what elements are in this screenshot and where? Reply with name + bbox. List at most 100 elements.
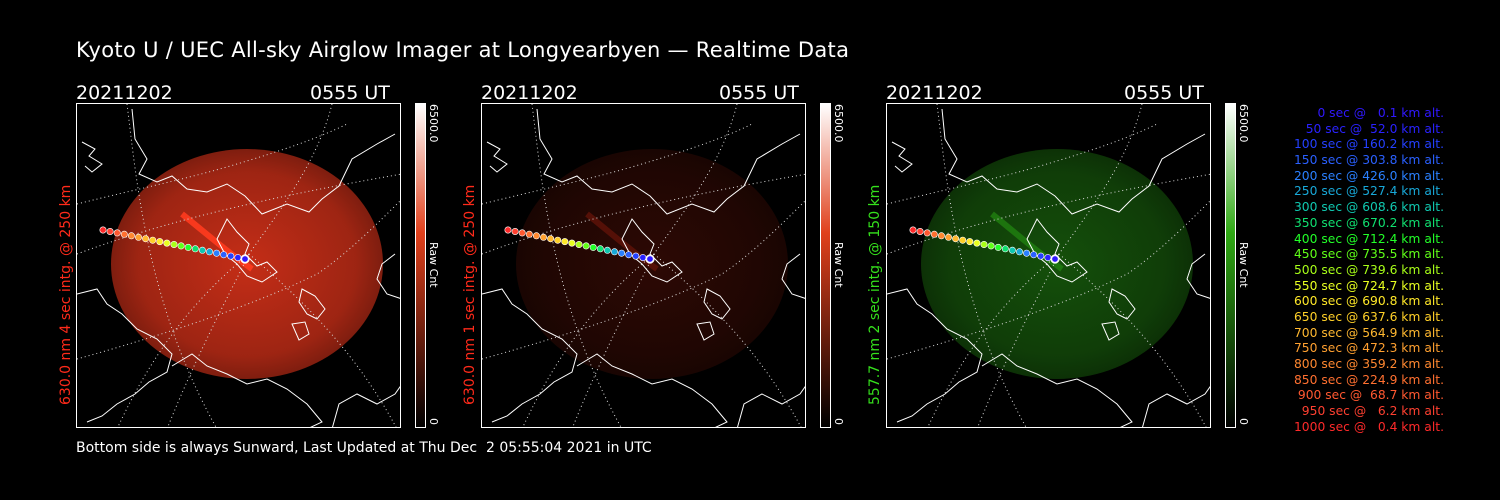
- coastline: [131, 108, 396, 215]
- panel-2-colorbar-unit: Raw Cnt: [832, 242, 845, 288]
- coastline: [482, 288, 578, 423]
- legend-entry: 300 sec @ 608.6 km alt.: [1293, 200, 1444, 215]
- legend-entry: 0 sec @ 0.1 km alt.: [1317, 106, 1444, 120]
- trajectory-point: [518, 229, 526, 237]
- coastline: [1108, 288, 1136, 320]
- legend-entry: 250 sec @ 527.4 km alt.: [1293, 184, 1444, 199]
- legend-entry: 150 sec @ 303.8 km alt.: [1293, 153, 1444, 168]
- grid-line: [572, 253, 655, 427]
- station-marker: [240, 254, 250, 264]
- trajectory-point: [589, 243, 597, 251]
- station-marker: [1050, 254, 1060, 264]
- coastline: [981, 353, 1133, 427]
- legend-entry: 900 sec @ 68.7 km alt.: [1297, 388, 1444, 403]
- legend-entry: 950 sec @ 6.2 km alt.: [1301, 404, 1444, 419]
- trajectory-point: [1016, 248, 1024, 256]
- trajectory-point: [603, 246, 611, 254]
- panel-1-colorbar: [415, 103, 426, 428]
- trajectory-point: [596, 245, 604, 253]
- trajectory-point: [227, 252, 235, 260]
- grid-line: [927, 253, 1060, 427]
- grid-line: [77, 200, 400, 360]
- legend-entry: 850 sec @ 224.9 km alt.: [1293, 372, 1444, 387]
- trajectory-point: [554, 236, 562, 244]
- trajectory-point: [213, 249, 221, 257]
- panel-2-image: [481, 103, 806, 428]
- panel-2-colorbar-max: 6500.0: [832, 104, 845, 143]
- trajectory-point: [234, 254, 242, 262]
- grid-line: [887, 173, 1210, 255]
- trajectory-point: [1030, 251, 1038, 259]
- trajectory-point: [930, 230, 938, 238]
- legend-entry: 350 sec @ 670.2 km alt.: [1293, 215, 1444, 230]
- trajectory-point: [909, 226, 917, 234]
- trajectory-point: [99, 226, 107, 234]
- coastline: [486, 141, 508, 173]
- panel-3-colorbar: [1225, 103, 1236, 428]
- coastline: [298, 288, 326, 320]
- coastline: [81, 141, 103, 173]
- coastline: [376, 253, 400, 299]
- legend-entry: 550 sec @ 724.7 km alt.: [1293, 278, 1444, 293]
- trajectory-point: [539, 233, 547, 241]
- grid-line: [77, 173, 400, 255]
- trajectory-point: [184, 243, 192, 251]
- panel-2-colorbar: [820, 103, 831, 428]
- trajectory-point: [220, 251, 228, 259]
- trajectory-point: [1023, 249, 1031, 257]
- coastline: [696, 321, 715, 341]
- trajectory-point: [561, 238, 569, 246]
- trajectory-point: [632, 252, 640, 260]
- coastline: [77, 288, 173, 423]
- coastline: [703, 288, 731, 320]
- grid-line: [482, 200, 805, 360]
- trajectory-point: [1008, 246, 1016, 254]
- legend-entry: 650 sec @ 637.6 km alt.: [1293, 309, 1444, 324]
- trajectory-point: [987, 242, 995, 250]
- trajectory-point: [944, 233, 952, 241]
- trajectory-legend: 0 sec @ 0.1 km alt. 50 sec @ 52.0 km alt.…: [1262, 106, 1444, 435]
- trajectory-point: [625, 251, 633, 259]
- trajectory-point: [1044, 254, 1052, 262]
- grid-line: [887, 123, 1158, 205]
- grid-line: [653, 253, 802, 427]
- legend-entry: 750 sec @ 472.3 km alt.: [1293, 341, 1444, 356]
- panel-3-colorbar-max: 6500.0: [1237, 104, 1250, 143]
- legend-entry: 800 sec @ 359.2 km alt.: [1293, 357, 1444, 371]
- coastline: [891, 141, 913, 173]
- trajectory-point: [568, 239, 576, 247]
- coastline: [1142, 385, 1210, 427]
- trajectory-point: [618, 249, 626, 257]
- grid-line: [126, 104, 217, 427]
- aurora-streak: [990, 211, 1064, 272]
- coastline: [941, 108, 1206, 215]
- trajectory-point: [916, 228, 924, 236]
- panel-2-time: 0555 UT: [719, 82, 799, 104]
- panel-3-time: 0555 UT: [1124, 82, 1204, 104]
- trajectory-point: [142, 235, 150, 243]
- trajectory-point: [511, 228, 519, 236]
- panel-3-colorbar-min: 0: [1237, 418, 1250, 425]
- trajectory-point: [156, 238, 164, 246]
- legend-entry: 50 sec @ 52.0 km alt.: [1305, 121, 1444, 136]
- grid-line: [1058, 253, 1207, 427]
- panel-2-side-label: 630.0 nm 1 sec intg. @ 250 km: [462, 184, 478, 405]
- trajectory-point: [504, 226, 512, 234]
- trajectory-point: [149, 236, 157, 244]
- trajectory-point: [923, 229, 931, 237]
- coastline: [1101, 321, 1120, 341]
- coastline: [887, 288, 983, 423]
- panel-3-image: [886, 103, 1211, 428]
- coastline: [291, 321, 310, 341]
- trajectory-point: [646, 255, 654, 263]
- trajectory-point: [1051, 255, 1059, 263]
- footer-status: Bottom side is always Sunward, Last Upda…: [76, 440, 652, 456]
- trajectory-point: [134, 233, 142, 241]
- panel-1-side-label: 630.0 nm 4 sec intg. @ 250 km: [58, 184, 74, 405]
- panel-1-time: 0555 UT: [310, 82, 390, 104]
- aurora-streak: [180, 211, 254, 272]
- trajectory-point: [163, 239, 171, 247]
- legend-entry: 600 sec @ 690.8 km alt.: [1293, 294, 1444, 309]
- coastline: [332, 385, 400, 427]
- legend-entry: 450 sec @ 735.5 km alt.: [1293, 247, 1444, 262]
